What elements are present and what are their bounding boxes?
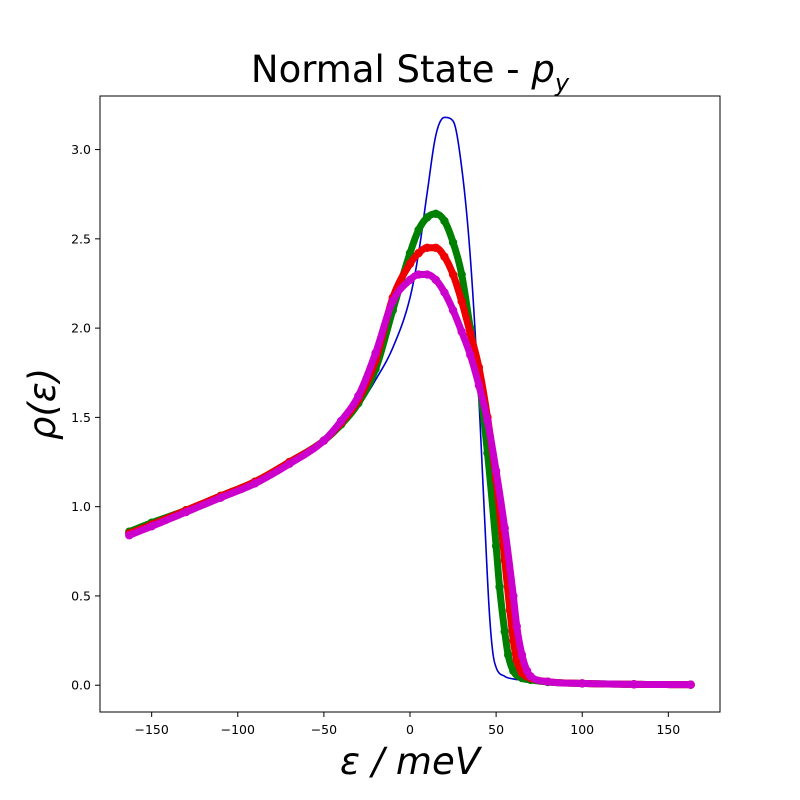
data-point-magenta <box>517 650 527 660</box>
data-point-green <box>448 238 458 247</box>
x-axis-label: ε / meV <box>340 740 483 783</box>
x-axis: −150 −100 −50 0 50 100 150 <box>134 712 680 737</box>
data-point-magenta <box>440 288 449 297</box>
x-tick-label: −50 <box>311 722 337 737</box>
data-point-magenta <box>125 531 134 540</box>
data-point-magenta <box>500 523 509 533</box>
data-point-green <box>457 270 466 279</box>
data-point-green <box>491 541 501 551</box>
x-tick-label: 50 <box>488 722 504 737</box>
data-point-magenta <box>466 350 475 360</box>
chart-title-main: Normal State - <box>251 48 531 91</box>
data-point-green <box>509 666 518 676</box>
data-point-magenta <box>250 479 260 488</box>
x-tick-label: −100 <box>221 722 255 737</box>
data-point-magenta <box>431 275 441 285</box>
y-tick-label: 3.0 <box>71 142 91 157</box>
data-point-magenta <box>483 416 492 426</box>
data-point-red <box>414 248 423 258</box>
data-point-magenta <box>388 297 397 306</box>
y-axis: 0.0 0.5 1.0 1.5 2.0 2.5 3.0 <box>71 142 100 693</box>
x-tick-label: 100 <box>570 722 594 737</box>
data-point-magenta <box>147 522 156 531</box>
data-point-red <box>448 270 458 279</box>
x-tick-label: −150 <box>134 722 168 737</box>
y-tick-label: 0.5 <box>71 588 91 603</box>
y-tick-label: 2.5 <box>71 231 91 246</box>
data-point-green <box>414 225 423 235</box>
data-point-green <box>423 213 432 222</box>
data-point-magenta <box>336 416 346 426</box>
data-point-magenta <box>448 306 458 315</box>
chart-title-symbol: p <box>530 48 555 91</box>
data-point-magenta <box>319 436 329 445</box>
data-point-red <box>440 252 449 261</box>
data-point-green <box>495 582 504 592</box>
data-point-magenta <box>526 672 535 681</box>
data-point-magenta <box>509 591 518 601</box>
data-point-red <box>431 243 441 252</box>
data-point-magenta <box>181 507 191 517</box>
data-point-magenta <box>629 680 639 689</box>
y-tick-label: 1.5 <box>71 410 91 425</box>
data-point-magenta <box>457 327 466 336</box>
x-tick-label: 150 <box>656 722 680 737</box>
data-point-magenta <box>474 381 484 390</box>
data-point-magenta <box>578 679 587 688</box>
data-point-magenta <box>414 270 423 279</box>
data-point-magenta <box>405 275 415 285</box>
data-point-red <box>457 297 466 306</box>
x-tick-label: 0 <box>406 722 414 737</box>
chart-title: Normal State - py <box>251 48 570 97</box>
data-point-magenta <box>423 270 432 279</box>
data-point-magenta <box>354 391 363 401</box>
data-point-magenta <box>371 348 380 358</box>
data-point-red <box>423 243 432 252</box>
data-point-red <box>512 656 521 665</box>
data-point-magenta <box>512 622 521 631</box>
y-axis-label: ρ(ε) <box>21 368 64 440</box>
y-tick-label: 1.0 <box>71 499 91 514</box>
data-point-magenta <box>285 459 294 469</box>
series-magenta <box>125 270 695 689</box>
y-tick-label: 2.0 <box>71 321 91 336</box>
data-point-green <box>500 627 509 636</box>
y-tick-label: 0.0 <box>71 678 91 693</box>
data-point-magenta <box>216 493 225 502</box>
series-layer <box>125 116 695 689</box>
data-point-magenta <box>686 680 695 689</box>
data-point-magenta <box>543 677 552 686</box>
data-point-green <box>503 650 513 660</box>
data-point-green <box>431 209 441 219</box>
data-point-red <box>466 329 475 338</box>
data-point-green <box>440 216 449 226</box>
data-point-magenta <box>491 466 501 476</box>
chart-title-subscript: y <box>554 69 570 97</box>
data-point-red <box>405 259 415 269</box>
